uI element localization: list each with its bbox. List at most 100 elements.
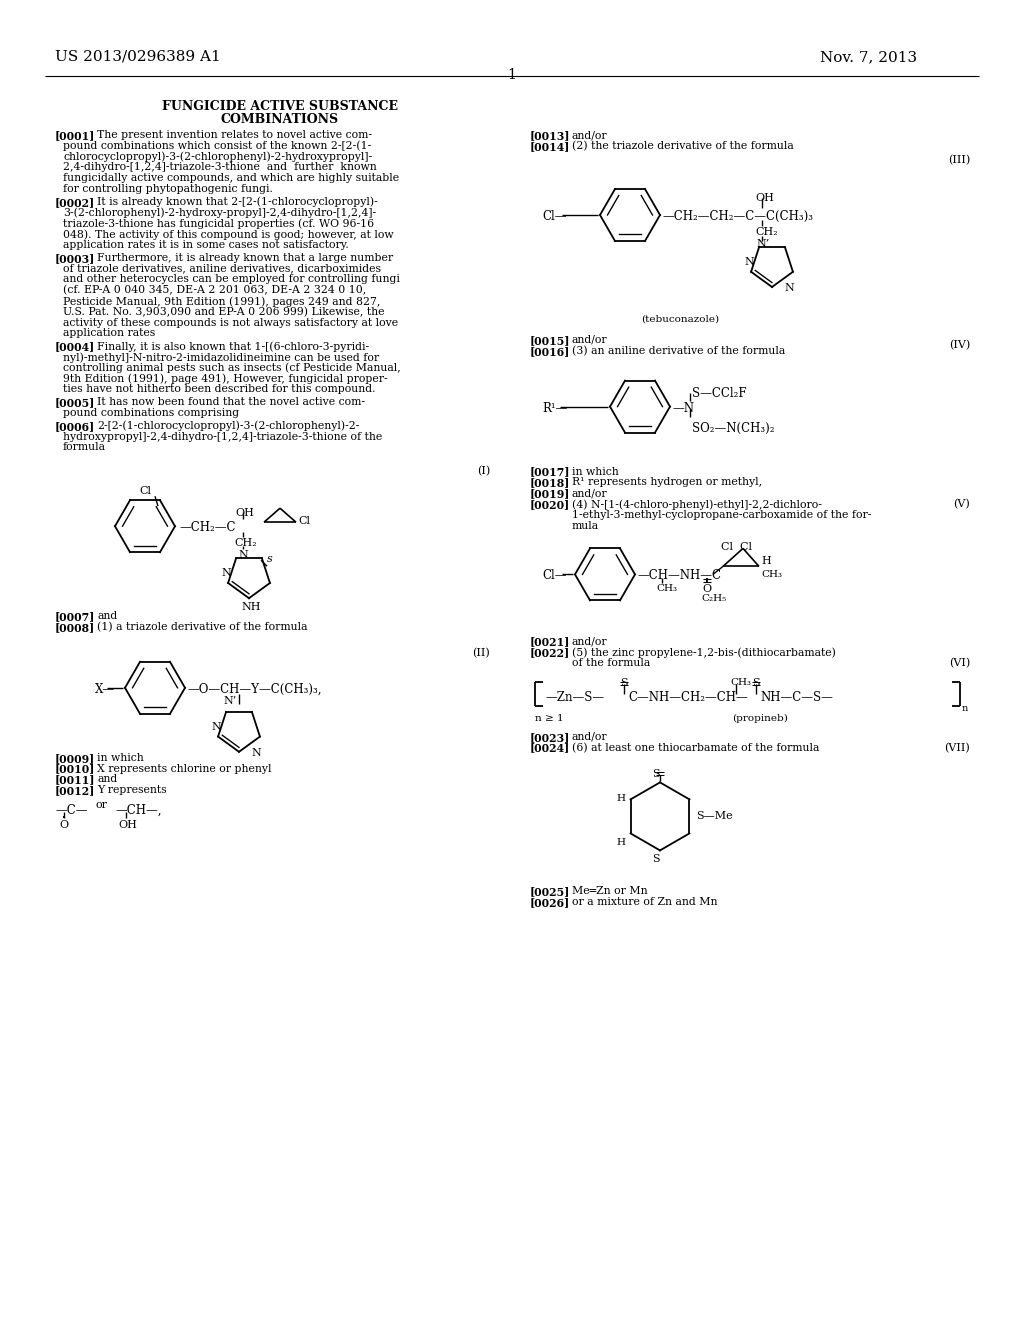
Text: [0012]: [0012] xyxy=(55,785,95,796)
Text: Pesticide Manual, 9th Edition (1991), pages 249 and 827,: Pesticide Manual, 9th Edition (1991), pa… xyxy=(63,296,380,306)
Text: [0015]: [0015] xyxy=(530,335,570,346)
Text: Cl: Cl xyxy=(139,486,151,496)
Text: US 2013/0296389 A1: US 2013/0296389 A1 xyxy=(55,50,221,63)
Text: CH₃: CH₃ xyxy=(730,677,751,686)
Text: in which: in which xyxy=(97,752,143,763)
Text: [0013]: [0013] xyxy=(530,129,570,141)
Text: [0023]: [0023] xyxy=(530,731,570,743)
Text: S: S xyxy=(652,854,659,865)
Text: OH: OH xyxy=(118,820,137,830)
Text: fungicidally active compounds, and which are highly suitable: fungicidally active compounds, and which… xyxy=(63,173,399,183)
Text: (1) a triazole derivative of the formula: (1) a triazole derivative of the formula xyxy=(97,622,307,632)
Text: COMBINATIONS: COMBINATIONS xyxy=(221,114,339,125)
Text: 048). The activity of this compound is good; however, at low: 048). The activity of this compound is g… xyxy=(63,230,393,240)
Text: CH₃: CH₃ xyxy=(656,585,677,594)
Text: or a mixture of Zn and Mn: or a mixture of Zn and Mn xyxy=(572,898,718,907)
Text: [0011]: [0011] xyxy=(55,775,95,785)
Text: NH: NH xyxy=(241,602,260,612)
Text: (5) the zinc propylene-1,2-bis-(dithiocarbamate): (5) the zinc propylene-1,2-bis-(dithioca… xyxy=(572,647,836,657)
Text: —C—: —C— xyxy=(55,804,87,817)
Text: nyl)-methyl]-N-nitro-2-imidazolidineimine can be used for: nyl)-methyl]-N-nitro-2-imidazolidineimin… xyxy=(63,352,379,363)
Text: O: O xyxy=(59,820,69,830)
Text: 1: 1 xyxy=(508,69,516,82)
Text: S: S xyxy=(620,677,628,688)
Text: [0020]: [0020] xyxy=(530,499,570,510)
Text: Cl  Cl: Cl Cl xyxy=(721,543,752,552)
Text: H: H xyxy=(761,557,771,566)
Text: (cf. EP-A 0 040 345, DE-A 2 201 063, DE-A 2 324 0 10,: (cf. EP-A 0 040 345, DE-A 2 201 063, DE-… xyxy=(63,285,367,296)
Text: [0026]: [0026] xyxy=(530,898,570,908)
Text: —CH₂—C: —CH₂—C xyxy=(179,521,236,535)
Text: (IV): (IV) xyxy=(949,341,970,350)
Text: [0019]: [0019] xyxy=(530,488,570,499)
Text: 9th Edition (1991), page 491), However, fungicidal proper-: 9th Edition (1991), page 491), However, … xyxy=(63,374,388,384)
Text: C—NH—CH₂—CH—: C—NH—CH₂—CH— xyxy=(628,690,748,704)
Text: [0025]: [0025] xyxy=(530,887,570,898)
Text: (III): (III) xyxy=(948,154,970,165)
Text: (VII): (VII) xyxy=(944,743,970,752)
Text: CH₃: CH₃ xyxy=(761,570,782,579)
Text: and/or: and/or xyxy=(572,335,607,345)
Text: (VI): (VI) xyxy=(949,657,970,668)
Text: triazole-3-thione has fungicidal properties (cf. WO 96-16: triazole-3-thione has fungicidal propert… xyxy=(63,218,374,228)
Text: and: and xyxy=(97,775,118,784)
Text: R¹ represents hydrogen or methyl,: R¹ represents hydrogen or methyl, xyxy=(572,478,762,487)
Text: Y represents: Y represents xyxy=(97,785,167,795)
Text: and/or: and/or xyxy=(572,129,607,140)
Text: s: s xyxy=(267,554,272,564)
Text: CH₂: CH₂ xyxy=(234,539,257,548)
Text: of triazole derivatives, aniline derivatives, dicarboximides: of triazole derivatives, aniline derivat… xyxy=(63,264,381,273)
Text: or: or xyxy=(95,800,106,810)
Text: FUNGICIDE ACTIVE SUBSTANCE: FUNGICIDE ACTIVE SUBSTANCE xyxy=(162,100,398,114)
Text: [0002]: [0002] xyxy=(55,197,95,207)
Text: [0017]: [0017] xyxy=(530,466,570,478)
Text: —Zn—S—: —Zn—S— xyxy=(545,690,604,704)
Text: (4) N-[1-(4-chloro-phenyl)-ethyl]-2,2-dichloro-: (4) N-[1-(4-chloro-phenyl)-ethyl]-2,2-di… xyxy=(572,499,822,510)
Text: OH: OH xyxy=(755,193,774,203)
Text: n ≥ 1: n ≥ 1 xyxy=(535,714,563,723)
Text: (II): (II) xyxy=(472,648,490,659)
Text: —O—CH—Y—C(CH₃)₃,: —O—CH—Y—C(CH₃)₃, xyxy=(187,682,322,696)
Text: R¹—: R¹— xyxy=(542,401,567,414)
Text: —CH—,: —CH—, xyxy=(115,804,162,817)
Text: [0009]: [0009] xyxy=(55,752,95,764)
Text: 1-ethyl-3-methyl-cyclopropane-carboxamide of the for-: 1-ethyl-3-methyl-cyclopropane-carboxamid… xyxy=(572,510,871,520)
Text: N: N xyxy=(784,282,794,293)
Text: activity of these compounds is not always satisfactory at love: activity of these compounds is not alway… xyxy=(63,318,398,327)
Text: [0008]: [0008] xyxy=(55,622,95,634)
Text: and other heterocycles can be employed for controlling fungi: and other heterocycles can be employed f… xyxy=(63,275,400,284)
Text: (tebuconazole): (tebuconazole) xyxy=(641,315,719,323)
Text: S: S xyxy=(752,677,760,688)
Text: Cl: Cl xyxy=(298,516,310,527)
Text: —CH₂—CH₂—C—C(CH₃)₃: —CH₂—CH₂—C—C(CH₃)₃ xyxy=(662,210,813,223)
Text: The present invention relates to novel active com-: The present invention relates to novel a… xyxy=(97,129,372,140)
Text: [0006]: [0006] xyxy=(55,421,95,432)
Text: [0018]: [0018] xyxy=(530,478,570,488)
Text: H: H xyxy=(616,795,625,804)
Text: [0016]: [0016] xyxy=(530,346,570,356)
Text: OH: OH xyxy=(234,508,254,519)
Text: 3-(2-chlorophenyl)-2-hydroxy-propyl]-2,4-dihydro-[1,2,4]-: 3-(2-chlorophenyl)-2-hydroxy-propyl]-2,4… xyxy=(63,207,376,218)
Text: N: N xyxy=(221,568,230,578)
Text: [0003]: [0003] xyxy=(55,253,95,264)
Text: [0024]: [0024] xyxy=(530,743,570,754)
Text: [0021]: [0021] xyxy=(530,636,570,647)
Text: formula: formula xyxy=(63,442,106,453)
Text: X—: X— xyxy=(95,682,115,696)
Text: (3) an aniline derivative of the formula: (3) an aniline derivative of the formula xyxy=(572,346,785,356)
Text: —CH—NH—C: —CH—NH—C xyxy=(637,569,721,582)
Text: Cl—: Cl— xyxy=(542,569,566,582)
Text: NH—C—S—: NH—C—S— xyxy=(760,690,833,704)
Text: C₂H₅: C₂H₅ xyxy=(701,594,726,603)
Text: 2,4-dihydro-[1,2,4]-triazole-3-thione  and  further  known: 2,4-dihydro-[1,2,4]-triazole-3-thione an… xyxy=(63,162,377,173)
Text: Nov. 7, 2013: Nov. 7, 2013 xyxy=(820,50,918,63)
Text: [0022]: [0022] xyxy=(530,647,570,659)
Text: N’: N’ xyxy=(223,696,237,706)
Text: n: n xyxy=(962,704,969,713)
Text: N: N xyxy=(251,748,261,758)
Text: pound combinations which consist of the known 2-[2-(1-: pound combinations which consist of the … xyxy=(63,141,372,152)
Text: [0001]: [0001] xyxy=(55,129,95,141)
Text: CH₂: CH₂ xyxy=(755,227,777,238)
Text: in which: in which xyxy=(572,466,618,477)
Text: and/or: and/or xyxy=(572,731,607,742)
